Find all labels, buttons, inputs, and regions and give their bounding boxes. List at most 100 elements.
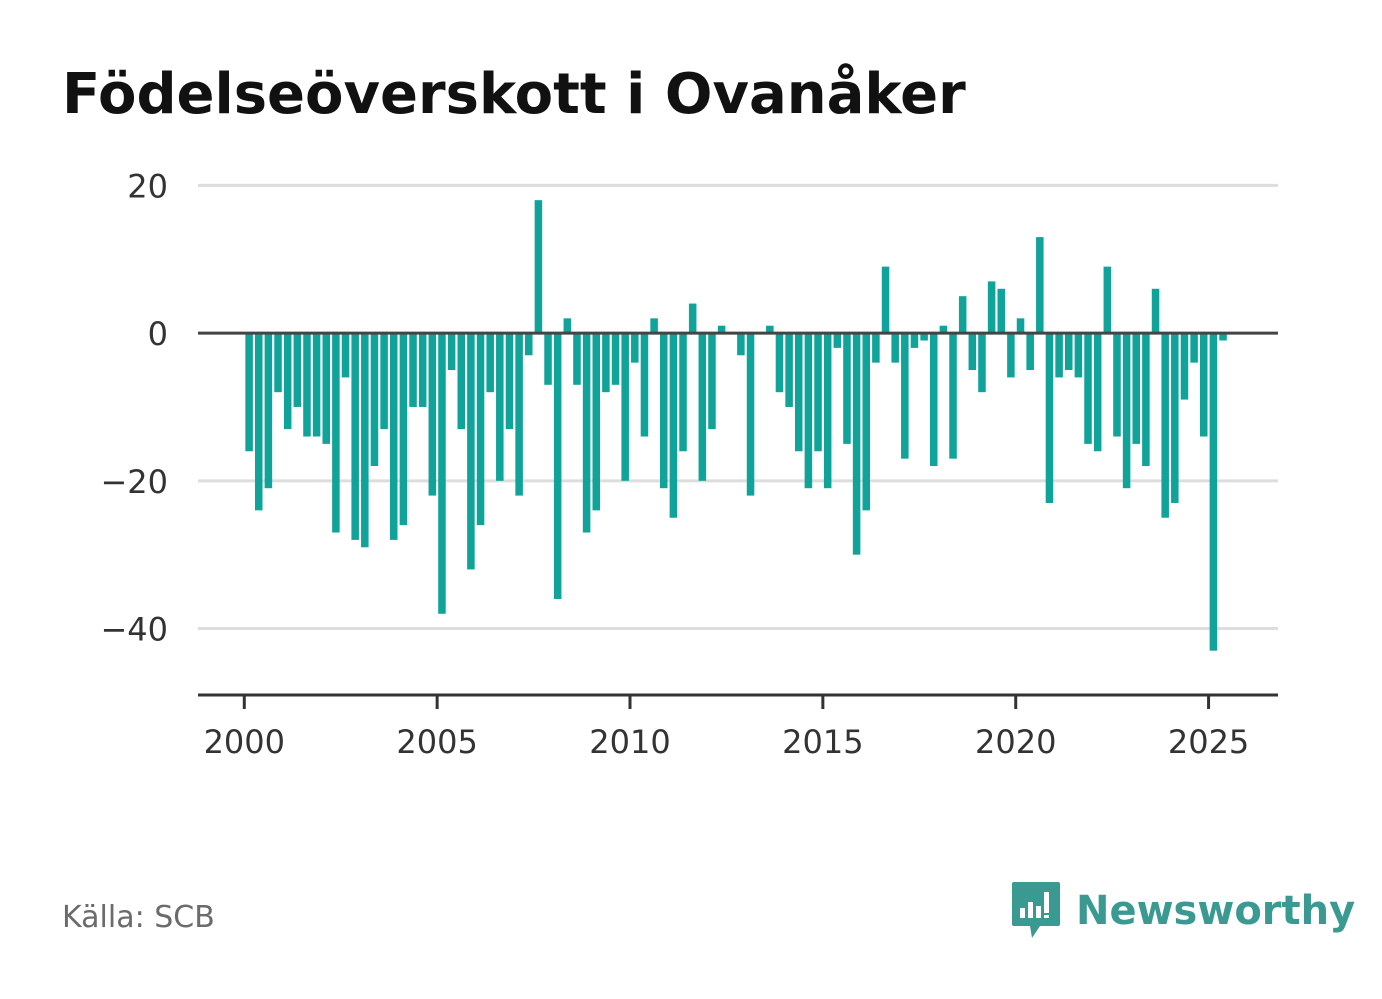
bar — [997, 288, 1006, 334]
bar — [274, 333, 282, 393]
bar — [939, 325, 948, 334]
bar — [1199, 333, 1208, 437]
bar — [428, 333, 437, 496]
bar — [929, 333, 938, 467]
bar — [486, 333, 494, 393]
bar — [766, 325, 774, 334]
bar — [794, 333, 803, 452]
bar — [872, 333, 880, 363]
bar — [804, 333, 813, 489]
bar — [717, 325, 726, 334]
bar — [1180, 333, 1189, 400]
bar — [524, 333, 533, 356]
bar — [380, 333, 388, 430]
bar — [1026, 333, 1034, 371]
bar — [1016, 318, 1025, 334]
bar — [351, 333, 359, 540]
bar — [476, 333, 485, 526]
bar — [293, 333, 302, 407]
bar — [775, 333, 784, 393]
bar — [515, 333, 523, 496]
bar — [544, 333, 552, 385]
bar — [650, 318, 658, 334]
bar — [910, 333, 919, 348]
bar — [399, 333, 408, 526]
gridlines — [198, 183, 1278, 631]
bar — [438, 333, 446, 614]
bar — [1151, 288, 1160, 334]
bar — [958, 296, 967, 334]
bar — [708, 333, 716, 430]
bar — [264, 333, 273, 489]
bar — [1113, 333, 1121, 437]
brand-logo[interactable]: Newsworthy — [1010, 878, 1355, 944]
x-tick-label: 2005 — [396, 723, 477, 761]
axes — [198, 331, 1278, 709]
bar — [573, 333, 581, 385]
bar — [737, 333, 745, 356]
bar — [1074, 333, 1083, 378]
y-tick-label: −20 — [100, 463, 168, 501]
x-tick-label: 2020 — [975, 723, 1056, 761]
bar — [852, 333, 861, 555]
bar — [920, 333, 928, 341]
bar — [1036, 237, 1044, 334]
bar — [1093, 333, 1102, 452]
bar — [1161, 333, 1169, 518]
bar — [968, 333, 977, 371]
bar — [370, 333, 379, 467]
bar — [987, 281, 996, 334]
bar — [679, 333, 687, 452]
bar — [447, 333, 456, 371]
bar — [746, 333, 755, 496]
chart-title: Födelseöverskott i Ovanåker — [62, 62, 966, 127]
y-tick-label: 0 — [148, 315, 168, 353]
bar — [582, 333, 591, 533]
bar — [592, 333, 601, 511]
bar — [640, 333, 649, 437]
bars — [245, 200, 1227, 651]
bar — [283, 333, 292, 430]
bar — [389, 333, 398, 540]
bar — [312, 333, 321, 437]
source-label: Källa: SCB — [62, 900, 215, 935]
y-tick-label: −40 — [100, 611, 168, 649]
bar — [891, 333, 899, 363]
x-tick-label: 2015 — [782, 723, 863, 761]
bar — [457, 333, 466, 430]
bar — [688, 303, 697, 334]
bar — [698, 333, 707, 481]
bar — [322, 333, 331, 444]
bar — [1171, 333, 1179, 503]
brand-name: Newsworthy — [1076, 888, 1356, 934]
bar — [467, 333, 475, 570]
bar — [245, 333, 253, 452]
x-tick-label: 2010 — [589, 723, 670, 761]
bar — [409, 333, 417, 407]
bar — [814, 333, 822, 452]
x-tick-label: 2000 — [204, 723, 285, 761]
bar — [1103, 266, 1112, 334]
bar — [978, 333, 986, 393]
bar — [785, 333, 793, 407]
bar — [1064, 333, 1073, 371]
bar — [1084, 333, 1092, 444]
bar — [833, 333, 842, 348]
bar — [1209, 333, 1218, 651]
bar — [621, 333, 629, 481]
bar — [303, 333, 311, 437]
bar — [901, 333, 909, 459]
bar — [1007, 333, 1015, 378]
y-tick-label: 20 — [127, 167, 168, 205]
bar — [534, 200, 543, 334]
bar — [1190, 333, 1198, 363]
bar — [611, 333, 620, 385]
bar — [862, 333, 871, 511]
bar — [505, 333, 514, 430]
bar — [1122, 333, 1131, 489]
bar — [669, 333, 678, 518]
bar — [361, 333, 369, 548]
bar — [254, 333, 263, 511]
bar — [1055, 333, 1063, 378]
